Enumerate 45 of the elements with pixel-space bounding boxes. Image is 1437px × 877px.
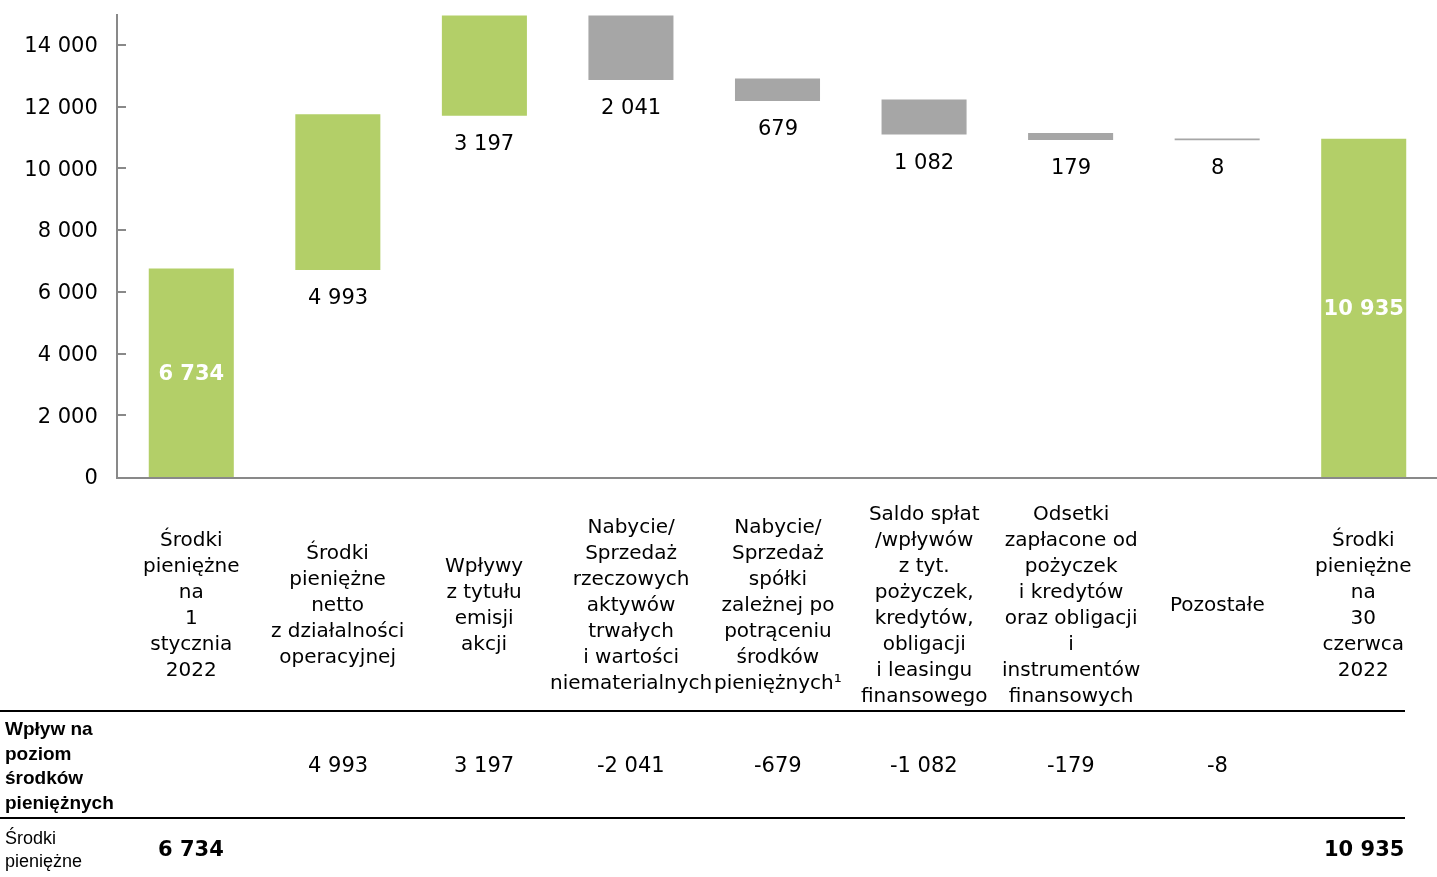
- bar: [1028, 132, 1114, 140]
- x-tick-label: Pozostałe: [1170, 592, 1265, 616]
- data-label: 1 082: [894, 150, 955, 174]
- text: Środki pieniężne: [5, 827, 83, 872]
- data-label: 4 993: [308, 285, 369, 309]
- x-tick-label: Saldo spłat /wpływów z tyt. pożyczek, kredytów, obligacji i leasingu finansowego: [861, 501, 988, 707]
- y-tick-label: 2 000: [37, 403, 98, 428]
- data-label: 6 734: [158, 361, 225, 386]
- text: 4 993: [308, 753, 369, 777]
- text: Wpływ na poziom środków pieniężnych: [5, 718, 114, 814]
- x-tick-label: Środki pieniężne na 1 stycznia 2022: [143, 527, 240, 681]
- text: 10 935: [1324, 837, 1405, 861]
- x-tick-label: Wpływy z tytułu emisji akcji: [445, 553, 524, 655]
- y-tick-label: 4 000: [37, 341, 98, 366]
- y-tick-label: 6 000: [37, 280, 98, 305]
- text: 3 197: [454, 753, 515, 777]
- bar: [588, 15, 674, 81]
- data-label: 10 935: [1323, 296, 1404, 321]
- text: -8: [1207, 753, 1228, 777]
- x-tick-label: Nabycie/ Sprzedaż spółki zależnej po potrąceniu środków pieniężnych¹: [714, 514, 842, 694]
- text: 6 734: [158, 837, 224, 861]
- x-tick-label: Środki pieniężne netto z działalności operacyjnej: [271, 540, 405, 668]
- bar: [1321, 138, 1407, 477]
- data-label: 679: [758, 116, 799, 140]
- text: -679: [754, 753, 802, 777]
- data-label: 3 197: [454, 131, 515, 155]
- data-label: 2 041: [601, 95, 662, 119]
- x-tick-label: Odsetki zapłacone od pożyczek i kredytów oraz obligacji i instrumentów finansowych: [1002, 501, 1141, 707]
- y-tick-label: 10 000: [24, 156, 98, 181]
- data-label: 8: [1211, 155, 1225, 179]
- bar: [734, 78, 821, 102]
- text: -1 082: [890, 753, 958, 777]
- y-tick-label: 12 000: [24, 94, 98, 119]
- y-tick-label: 0: [84, 465, 98, 490]
- bar: [295, 114, 381, 270]
- y-tick-label: 8 000: [37, 218, 98, 243]
- bar: [148, 268, 234, 477]
- x-tick-label: Środki pieniężne na 30 czerwca 2022: [1315, 527, 1412, 681]
- text: -179: [1047, 753, 1095, 777]
- text: -2 041: [597, 753, 665, 777]
- x-tick-label: Nabycie/ Sprzedaż rzeczowych aktywów trwałych i wartości niematerialnych: [550, 514, 713, 694]
- bar: [441, 15, 527, 116]
- y-tick-label: 14 000: [24, 33, 98, 58]
- data-label: 179: [1051, 155, 1092, 179]
- bar: [881, 99, 967, 135]
